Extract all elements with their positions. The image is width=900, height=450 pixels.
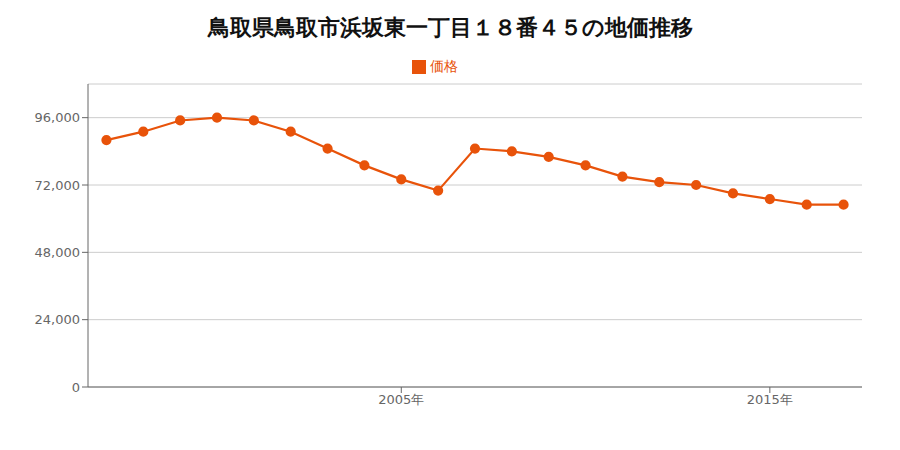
svg-text:2015年: 2015年: [747, 392, 793, 407]
svg-text:24,000: 24,000: [35, 312, 81, 327]
svg-text:0: 0: [72, 380, 80, 395]
svg-text:96,000: 96,000: [35, 110, 81, 125]
svg-text:48,000: 48,000: [35, 245, 81, 260]
svg-text:2005年: 2005年: [378, 392, 424, 407]
svg-text:72,000: 72,000: [35, 178, 81, 193]
html-text:鳥取県鳥取市浜坂東一丁目１８番４５の地価推移: 鳥取県鳥取市浜坂東一丁目１８番４５の地価推移: [207, 15, 693, 40]
html-text:価格: 価格: [430, 58, 458, 74]
